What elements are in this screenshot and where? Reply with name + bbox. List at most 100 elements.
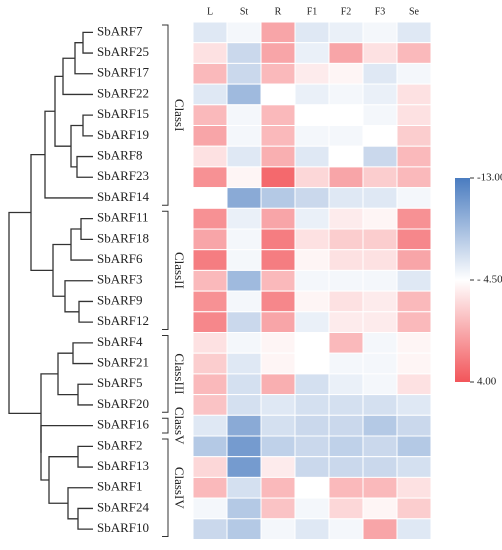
cell bbox=[396, 125, 432, 147]
dendrogram-branch bbox=[57, 352, 78, 396]
cell bbox=[260, 373, 296, 396]
cell bbox=[192, 311, 228, 333]
dendrogram-branch bbox=[30, 153, 53, 272]
dendrogram-branch bbox=[82, 31, 93, 54]
cell bbox=[362, 104, 398, 127]
cell bbox=[362, 228, 398, 251]
cell bbox=[294, 394, 330, 416]
cell bbox=[294, 145, 330, 168]
cell bbox=[362, 332, 398, 354]
cell bbox=[328, 414, 364, 437]
cell bbox=[396, 145, 432, 168]
class-bracket bbox=[162, 438, 169, 537]
cell bbox=[192, 104, 228, 127]
cell bbox=[328, 476, 364, 499]
cell bbox=[294, 518, 330, 540]
cell bbox=[226, 42, 262, 64]
cell bbox=[192, 83, 228, 106]
dendrogram-branch bbox=[52, 243, 71, 297]
cell bbox=[362, 249, 398, 271]
cell bbox=[260, 435, 296, 458]
cell bbox=[328, 21, 364, 44]
row-label: SbARF24 bbox=[97, 499, 150, 514]
cell bbox=[294, 187, 330, 209]
cell bbox=[294, 435, 330, 458]
row-label: SbARF15 bbox=[97, 106, 149, 121]
cell bbox=[192, 456, 228, 478]
dendrogram-branch bbox=[74, 42, 93, 75]
class-bracket bbox=[162, 24, 169, 206]
cell bbox=[328, 269, 364, 292]
cell bbox=[192, 394, 228, 416]
dendrogram-branch bbox=[78, 300, 93, 323]
class-label: ClassV bbox=[172, 407, 187, 445]
cell bbox=[226, 166, 262, 189]
class-label: ClassI bbox=[172, 99, 187, 131]
cell bbox=[192, 476, 228, 499]
cell bbox=[294, 207, 330, 230]
cell bbox=[396, 104, 432, 127]
cell bbox=[328, 249, 364, 271]
cell bbox=[260, 83, 296, 106]
cell bbox=[294, 373, 330, 396]
cell bbox=[328, 394, 364, 416]
cell bbox=[260, 166, 296, 189]
dendrogram-branch bbox=[80, 218, 93, 240]
cell bbox=[362, 518, 398, 540]
cell bbox=[226, 145, 262, 168]
cell bbox=[396, 394, 432, 416]
cell bbox=[328, 311, 364, 333]
cell bbox=[328, 166, 364, 189]
cell bbox=[328, 332, 364, 354]
cell bbox=[294, 125, 330, 147]
cell bbox=[192, 352, 228, 375]
cell bbox=[294, 497, 330, 520]
cell bbox=[260, 207, 296, 230]
cell bbox=[294, 21, 330, 44]
cell bbox=[362, 352, 398, 375]
dendrogram-branch bbox=[77, 507, 93, 530]
dendrogram-branch bbox=[48, 456, 78, 504]
cell bbox=[328, 456, 364, 478]
cell bbox=[192, 125, 228, 147]
cell bbox=[362, 166, 398, 189]
cell bbox=[362, 497, 398, 520]
cell bbox=[294, 456, 330, 478]
dendrogram-branch bbox=[82, 114, 93, 137]
row-label: SbARF10 bbox=[97, 520, 149, 535]
cell bbox=[328, 145, 364, 168]
cell bbox=[260, 249, 296, 271]
cell bbox=[260, 497, 296, 520]
cell bbox=[192, 435, 228, 458]
cell bbox=[192, 187, 228, 209]
cell bbox=[260, 311, 296, 333]
cell bbox=[362, 21, 398, 44]
cell bbox=[396, 83, 432, 106]
cell bbox=[396, 456, 432, 478]
cell bbox=[192, 373, 228, 396]
cell bbox=[226, 83, 262, 106]
class-bracket bbox=[162, 417, 169, 434]
cell bbox=[226, 435, 262, 458]
cell bbox=[396, 352, 432, 375]
row-label: SbARF19 bbox=[97, 127, 149, 142]
cell bbox=[294, 290, 330, 313]
cell bbox=[396, 414, 432, 437]
cell bbox=[226, 228, 262, 251]
row-label: SbARF18 bbox=[97, 230, 149, 245]
cell bbox=[362, 125, 398, 147]
cell bbox=[226, 269, 262, 292]
row-label: SbARF14 bbox=[97, 189, 150, 204]
class-label: ClassIII bbox=[172, 353, 187, 394]
cell bbox=[396, 269, 432, 292]
cell bbox=[226, 21, 262, 44]
row-label: SbARF9 bbox=[97, 292, 143, 307]
cell bbox=[226, 187, 262, 209]
cell bbox=[396, 373, 432, 396]
cell bbox=[192, 166, 228, 189]
row-label: SbARF7 bbox=[97, 23, 143, 38]
class-bracket bbox=[162, 210, 169, 330]
row-label: SbARF6 bbox=[97, 251, 143, 266]
dendrogram-branch bbox=[44, 110, 93, 199]
